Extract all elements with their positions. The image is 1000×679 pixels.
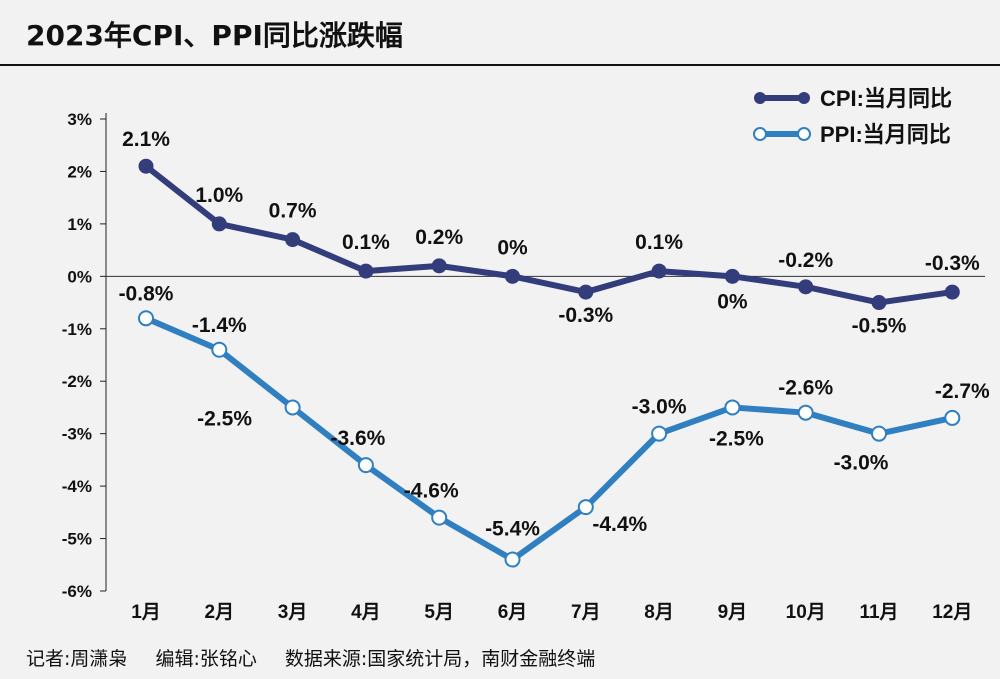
y-tick-label: 3%	[67, 110, 92, 129]
x-tick-label: 12月	[932, 602, 972, 623]
data-point	[431, 509, 448, 526]
legend-marker	[797, 127, 811, 141]
data-label: -4.6%	[404, 480, 459, 503]
legend-marker	[753, 127, 767, 141]
data-point	[358, 263, 374, 279]
data-label: -0.3%	[925, 252, 980, 275]
data-point	[871, 425, 887, 442]
x-tick-label: 6月	[498, 602, 528, 623]
data-label: -1.4%	[192, 314, 247, 337]
data-label: -3.0%	[834, 452, 889, 475]
data-label: 1.0%	[195, 184, 243, 207]
data-point	[357, 457, 374, 474]
data-label: 0%	[497, 236, 528, 259]
data-point	[651, 263, 667, 279]
data-point	[944, 409, 961, 426]
data-label: -0.2%	[778, 249, 833, 272]
data-label: -2.7%	[935, 380, 990, 403]
y-tick-label: -5%	[62, 530, 92, 549]
data-label: -2.5%	[197, 407, 252, 430]
data-point	[797, 404, 814, 421]
x-tick-label: 1月	[131, 602, 161, 623]
x-tick-label: 9月	[718, 602, 748, 623]
y-tick-label: -1%	[62, 320, 92, 339]
data-label: -0.8%	[119, 282, 174, 305]
data-label: 2.1%	[122, 128, 170, 151]
y-tick-label: -4%	[62, 477, 92, 496]
editor-credit: 编辑:张铭心	[155, 648, 257, 670]
data-point	[651, 425, 668, 442]
data-point	[138, 158, 154, 174]
data-point	[944, 284, 960, 300]
x-tick-label: 3月	[278, 602, 308, 623]
data-point	[431, 258, 447, 274]
data-label: 0.1%	[635, 231, 683, 254]
x-tick-label: 7月	[571, 602, 601, 623]
legend-marker	[798, 92, 810, 104]
data-point	[724, 399, 741, 416]
data-label: 0.7%	[269, 200, 317, 223]
reporter-credit: 记者:周潇枭	[26, 648, 128, 670]
data-point	[798, 279, 814, 295]
data-label: -2.6%	[778, 377, 833, 400]
source-credit: 数据来源:国家统计局，南财金融终端	[284, 648, 596, 670]
data-point	[578, 284, 594, 300]
y-tick-label: -6%	[62, 582, 92, 601]
data-point	[504, 551, 521, 568]
data-label: -4.4%	[592, 513, 647, 536]
data-point	[211, 341, 228, 358]
data-point	[285, 232, 301, 248]
footer-credits: 记者:周潇枭 编辑:张铭心 数据来源:国家统计局，南财金融终端	[26, 644, 617, 671]
data-label: 0.1%	[342, 231, 390, 254]
data-label: -2.5%	[709, 427, 764, 450]
data-point	[505, 268, 520, 284]
x-tick-label: 5月	[424, 602, 454, 623]
data-point	[284, 399, 301, 416]
title-divider	[0, 64, 1000, 66]
x-tick-label: 2月	[205, 602, 235, 623]
x-tick-label: 8月	[644, 602, 674, 623]
x-tick-label: 4月	[351, 602, 381, 623]
series-line	[144, 315, 953, 563]
y-tick-label: 0%	[67, 267, 92, 286]
legend-marker	[754, 92, 766, 104]
data-label: 0%	[717, 290, 748, 313]
data-point	[724, 268, 740, 284]
x-tick-label: 11月	[859, 602, 898, 623]
series-line	[144, 163, 953, 306]
x-tick-label: 10月	[786, 602, 826, 623]
legend-label: PPI:当月同比	[820, 122, 951, 147]
data-label: -5.4%	[485, 518, 540, 541]
y-tick-label: -2%	[62, 372, 92, 391]
data-label: -0.5%	[852, 315, 907, 338]
legend-label: CPI:当月同比	[820, 86, 952, 111]
y-tick-label: 2%	[67, 162, 92, 181]
data-label: 0.2%	[415, 226, 463, 249]
data-point	[871, 295, 887, 311]
y-tick-label: 1%	[67, 215, 92, 234]
data-point	[577, 499, 594, 516]
data-label: -0.3%	[558, 304, 613, 327]
data-label: -3.6%	[330, 427, 385, 450]
data-label: -3.0%	[632, 396, 687, 419]
data-point	[211, 216, 227, 232]
data-point	[138, 310, 154, 327]
chart-title: 2023年CPI、PPI同比涨跌幅	[26, 19, 403, 52]
y-tick-label: -3%	[62, 425, 92, 444]
